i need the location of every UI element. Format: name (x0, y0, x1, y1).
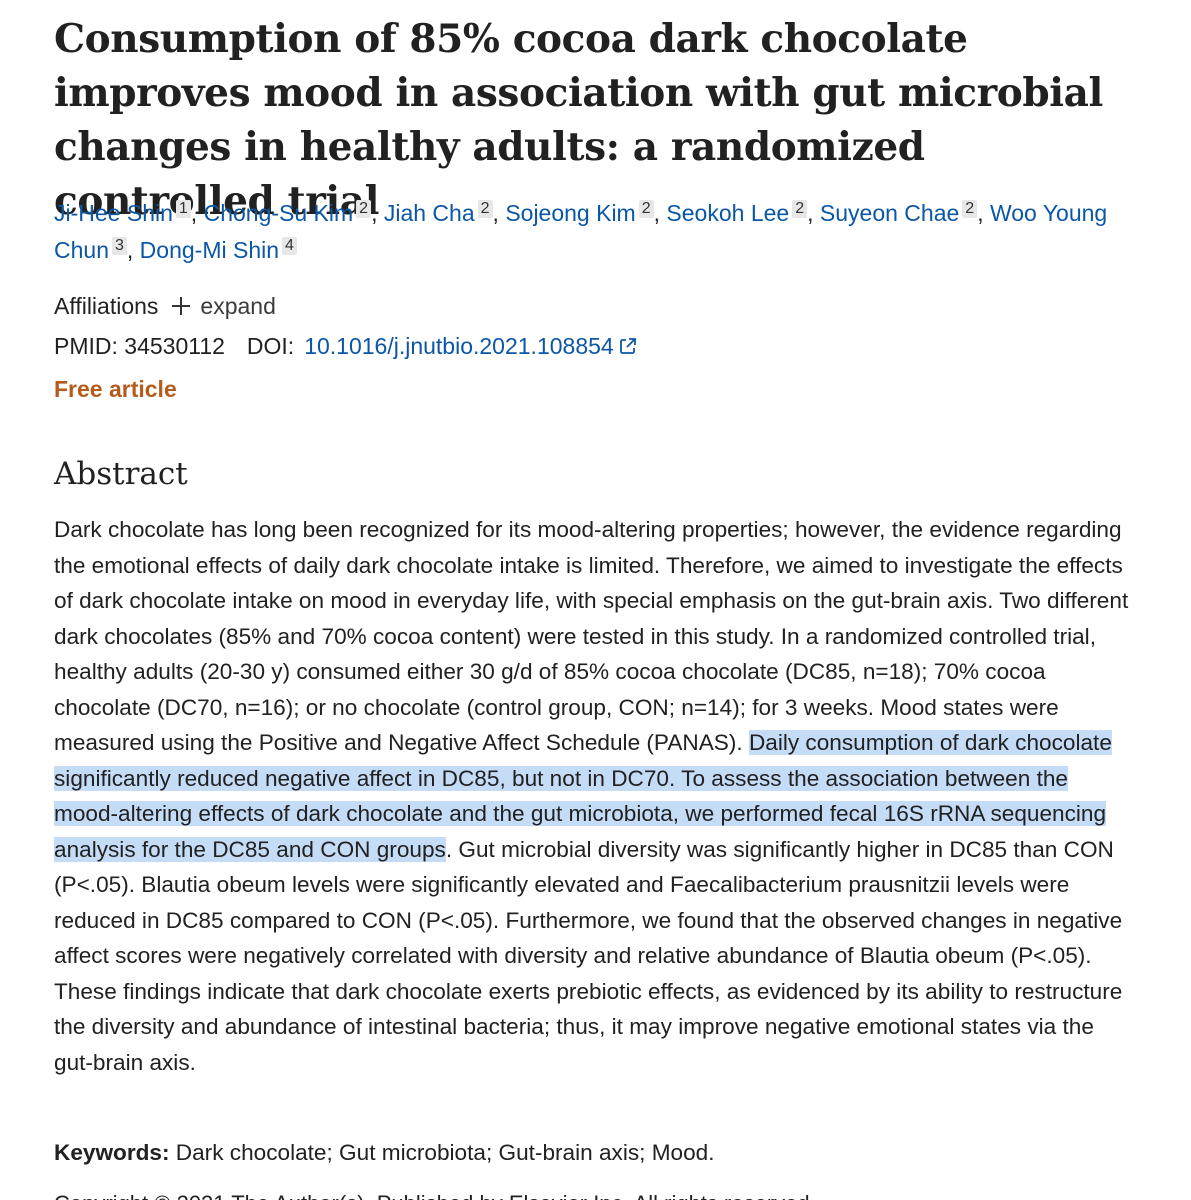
copyright-text: Copyright © 2021 The Author(s). Publishe… (54, 1189, 816, 1200)
author-link[interactable]: Ji-Hee Shin (54, 200, 173, 226)
author-separator: , (126, 237, 134, 263)
expand-label: expand (200, 293, 276, 319)
article-title: Consumption of 85% cocoa dark chocolate … (54, 16, 1103, 224)
affiliation-number[interactable]: 1 (175, 200, 191, 218)
affiliation-number[interactable]: 2 (356, 200, 372, 218)
free-article-badge: Free article (54, 376, 177, 402)
author-list: Ji-Hee Shin 1, Chong-Su Kim 2, Jiah Cha 2, … (54, 195, 1134, 269)
author-separator: , (977, 200, 984, 226)
abstract-text: Dark chocolate has long been recognized … (54, 512, 1136, 1080)
abstract-heading: Abstract (54, 456, 188, 492)
keywords-text: Dark chocolate; Gut microbiota; Gut-brai… (175, 1140, 715, 1165)
keywords-label: Keywords: (54, 1140, 170, 1165)
affiliation-number[interactable]: 4 (282, 237, 297, 255)
author-separator: , (492, 200, 499, 226)
affiliations-row: Affiliations expand (54, 290, 276, 322)
plus-icon (172, 297, 191, 315)
affiliation-number[interactable]: 2 (962, 200, 978, 218)
author-link[interactable]: Woo Young Chun (54, 200, 1108, 263)
author-separator: , (371, 200, 378, 226)
author-separator: , (190, 200, 198, 226)
author-link[interactable]: Suyeon Chae (819, 200, 960, 226)
author-link[interactable]: Dong-Mi Shin (139, 237, 280, 263)
author-link[interactable]: Seokoh Lee (666, 200, 790, 226)
affiliations-label: Affiliations (54, 293, 159, 319)
pmid-label: PMID: (54, 333, 118, 359)
expand-affiliations-button[interactable]: expand (172, 290, 276, 322)
affiliation-number[interactable]: 3 (111, 237, 127, 255)
abstract-text-part: . Gut microbial diversity was significan… (54, 836, 1123, 1075)
author-link[interactable]: Sojeong Kim (505, 200, 636, 226)
doi-label: DOI: (246, 333, 295, 359)
author-link[interactable]: Jiah Cha (383, 200, 475, 226)
author-link[interactable]: Chong-Su Kim (203, 200, 354, 226)
author-separator: , (653, 200, 661, 226)
doi-value: 10.1016/j.jnutbio.2021.108854 (304, 333, 614, 359)
author-separator: , (807, 200, 814, 226)
external-link-icon (619, 338, 636, 354)
doi-link[interactable]: 10.1016/j.jnutbio.2021.108854 (304, 330, 638, 362)
keywords: Keywords: Dark chocolate; Gut microbiota… (54, 1136, 715, 1170)
affiliation-number[interactable]: 2 (477, 200, 493, 218)
affiliation-number[interactable]: 2 (792, 200, 808, 218)
abstract-text-part: Dark chocolate has long been recognized … (54, 517, 1129, 755)
pmid-value: 34530112 (124, 333, 225, 359)
identifiers-row: PMID: 34530112 DOI: 10.1016/j.jnutbio.20… (54, 330, 638, 362)
affiliation-number[interactable]: 2 (638, 200, 654, 218)
